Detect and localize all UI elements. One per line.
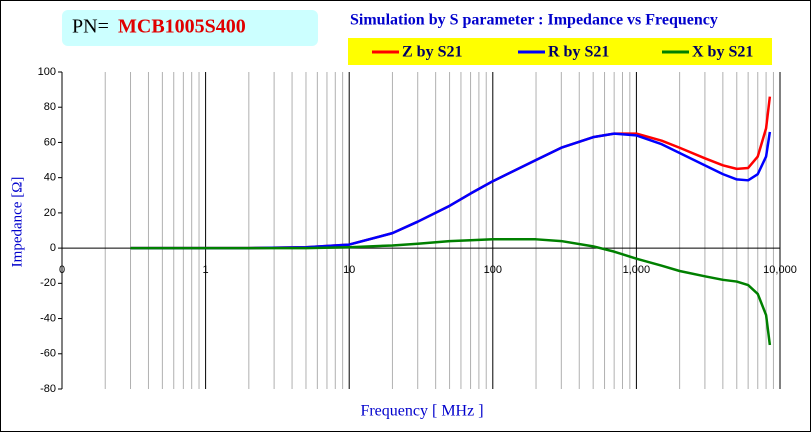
y-tick-label: 0 xyxy=(50,242,56,254)
x-tick-label: 10,000 xyxy=(763,264,797,276)
series-line xyxy=(130,238,772,346)
y-tick-label: -80 xyxy=(40,383,56,395)
y-axis-label: Impedance [Ω] xyxy=(9,177,25,268)
pn-value: MCB1005S400 xyxy=(118,16,246,38)
y-tick-label: -60 xyxy=(40,348,56,360)
pn-box xyxy=(62,10,318,46)
y-tick-label: 20 xyxy=(44,207,56,219)
x-tick-label: 1 xyxy=(203,264,209,276)
y-tick-label: 100 xyxy=(38,66,56,78)
chart-title: Simulation by S parameter : Impedance vs… xyxy=(350,12,718,29)
x-tick-label: 100 xyxy=(484,264,502,276)
pn-prefix: PN= xyxy=(72,16,109,38)
legend-label: Z by S21 xyxy=(402,44,462,61)
x-tick-label: 10 xyxy=(343,264,355,276)
x-tick-label: 0 xyxy=(59,264,65,276)
legend-label: R by S21 xyxy=(548,44,609,61)
y-tick-label: 40 xyxy=(44,172,56,184)
y-tick-label: -40 xyxy=(40,312,56,324)
y-tick-label: -20 xyxy=(40,277,56,289)
legend-label: X by S21 xyxy=(692,44,753,61)
x-axis-label: Frequency [ MHz ] xyxy=(360,403,483,420)
y-tick-label: 80 xyxy=(44,101,56,113)
y-tick-label: 60 xyxy=(44,136,56,148)
x-tick-label: 1,000 xyxy=(623,264,651,276)
legend xyxy=(348,38,772,65)
